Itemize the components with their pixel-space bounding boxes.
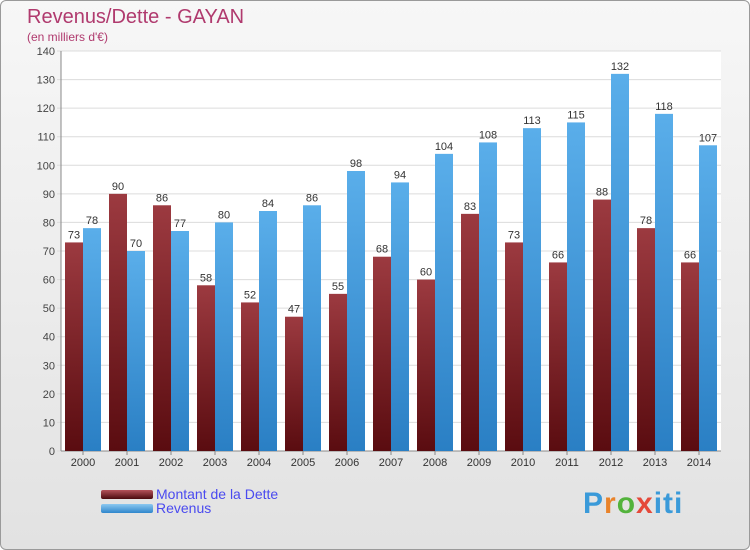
revenus-bar — [171, 231, 189, 451]
dette-bar — [109, 193, 127, 451]
x-tick-label: 2009 — [467, 457, 491, 469]
dette-bar — [549, 262, 567, 451]
dette-bar — [637, 228, 655, 451]
y-tick-label: 50 — [43, 303, 55, 315]
data-label: 132 — [611, 61, 629, 73]
legend-swatch-dette — [101, 490, 153, 499]
x-tick-label: 2014 — [687, 457, 711, 469]
revenus-bar — [655, 113, 673, 451]
y-tick-label: 70 — [43, 246, 55, 258]
y-tick-label: 110 — [37, 132, 55, 144]
data-label: 66 — [684, 249, 696, 261]
dette-bar — [593, 199, 611, 451]
revenus-bar — [83, 228, 101, 451]
y-tick-label: 30 — [43, 360, 55, 372]
dette-bar — [197, 285, 215, 451]
chart-title: Revenus/Dette - GAYAN — [27, 6, 245, 28]
revenus-bar — [479, 142, 497, 451]
data-label: 84 — [262, 198, 274, 210]
y-tick-label: 10 — [43, 417, 55, 429]
x-tick-label: 2000 — [71, 457, 95, 469]
data-label: 55 — [332, 281, 344, 293]
dette-bar — [285, 316, 303, 451]
data-label: 108 — [479, 129, 497, 141]
y-tick-label: 130 — [37, 75, 55, 87]
revenus-bar — [611, 73, 629, 451]
data-label: 58 — [200, 272, 212, 284]
x-tick-label: 2013 — [643, 457, 667, 469]
data-label: 73 — [68, 229, 80, 241]
dette-bar — [505, 242, 523, 451]
data-label: 88 — [596, 187, 608, 199]
data-label: 52 — [244, 289, 256, 301]
data-label: 107 — [699, 132, 717, 144]
revenus-bar — [303, 205, 321, 451]
x-tick-label: 2010 — [511, 457, 535, 469]
x-tick-label: 2007 — [379, 457, 403, 469]
dette-bar — [681, 262, 699, 451]
dette-bar — [461, 213, 479, 451]
data-label: 70 — [130, 238, 142, 250]
proxiti-logo: Proxiti — [583, 487, 684, 520]
revenus-bar — [215, 222, 233, 451]
data-label: 73 — [508, 229, 520, 241]
legend-label-revenus: Revenus — [156, 500, 212, 516]
revenus-bar — [259, 211, 277, 451]
data-label: 104 — [435, 141, 453, 153]
revenus-bar — [347, 171, 365, 451]
y-tick-label: 80 — [43, 217, 55, 229]
revenus-bar — [567, 122, 585, 451]
data-label: 60 — [420, 267, 432, 279]
data-label: 77 — [174, 218, 186, 230]
legend-label-dette: Montant de la Dette — [156, 486, 279, 502]
data-label: 90 — [112, 181, 124, 193]
data-label: 66 — [552, 249, 564, 261]
y-tick-label: 120 — [37, 103, 55, 115]
dette-bar — [417, 279, 435, 451]
data-label: 86 — [156, 192, 168, 204]
data-label: 98 — [350, 158, 362, 170]
y-tick-label: 140 — [37, 46, 55, 58]
x-tick-label: 2011 — [555, 457, 579, 469]
x-tick-label: 2001 — [115, 457, 139, 469]
dette-bar — [373, 256, 391, 451]
y-tick-label: 0 — [49, 446, 55, 458]
data-label: 118 — [655, 101, 673, 113]
dette-bar — [329, 293, 347, 451]
x-tick-label: 2002 — [159, 457, 183, 469]
data-label: 83 — [464, 201, 476, 213]
revenus-bar — [523, 128, 541, 451]
data-label: 47 — [288, 304, 300, 316]
chart-subtitle: (en milliers d'€) — [27, 30, 108, 44]
data-label: 86 — [306, 192, 318, 204]
x-tick-label: 2008 — [423, 457, 447, 469]
revenus-bar — [699, 145, 717, 452]
dette-bar — [153, 205, 171, 451]
y-tick-label: 40 — [43, 332, 55, 344]
data-label: 115 — [567, 109, 585, 121]
revenus-bar — [127, 251, 145, 451]
data-label: 68 — [376, 244, 388, 256]
revenus-bar — [435, 153, 453, 451]
data-label: 113 — [523, 115, 541, 127]
dette-bar — [65, 242, 83, 451]
data-label: 78 — [86, 215, 98, 227]
data-label: 80 — [218, 209, 230, 221]
x-tick-label: 2004 — [247, 457, 271, 469]
y-tick-label: 60 — [43, 275, 55, 287]
x-tick-label: 2012 — [599, 457, 623, 469]
y-tick-label: 100 — [37, 160, 55, 172]
dette-bar — [241, 302, 259, 451]
data-label: 94 — [394, 169, 406, 181]
y-tick-label: 90 — [43, 189, 55, 201]
x-tick-label: 2005 — [291, 457, 315, 469]
data-label: 78 — [640, 215, 652, 227]
y-tick-label: 20 — [43, 389, 55, 401]
x-tick-label: 2003 — [203, 457, 227, 469]
revenus-bar — [391, 182, 409, 451]
legend-swatch-revenus — [101, 504, 153, 513]
x-tick-label: 2006 — [335, 457, 359, 469]
